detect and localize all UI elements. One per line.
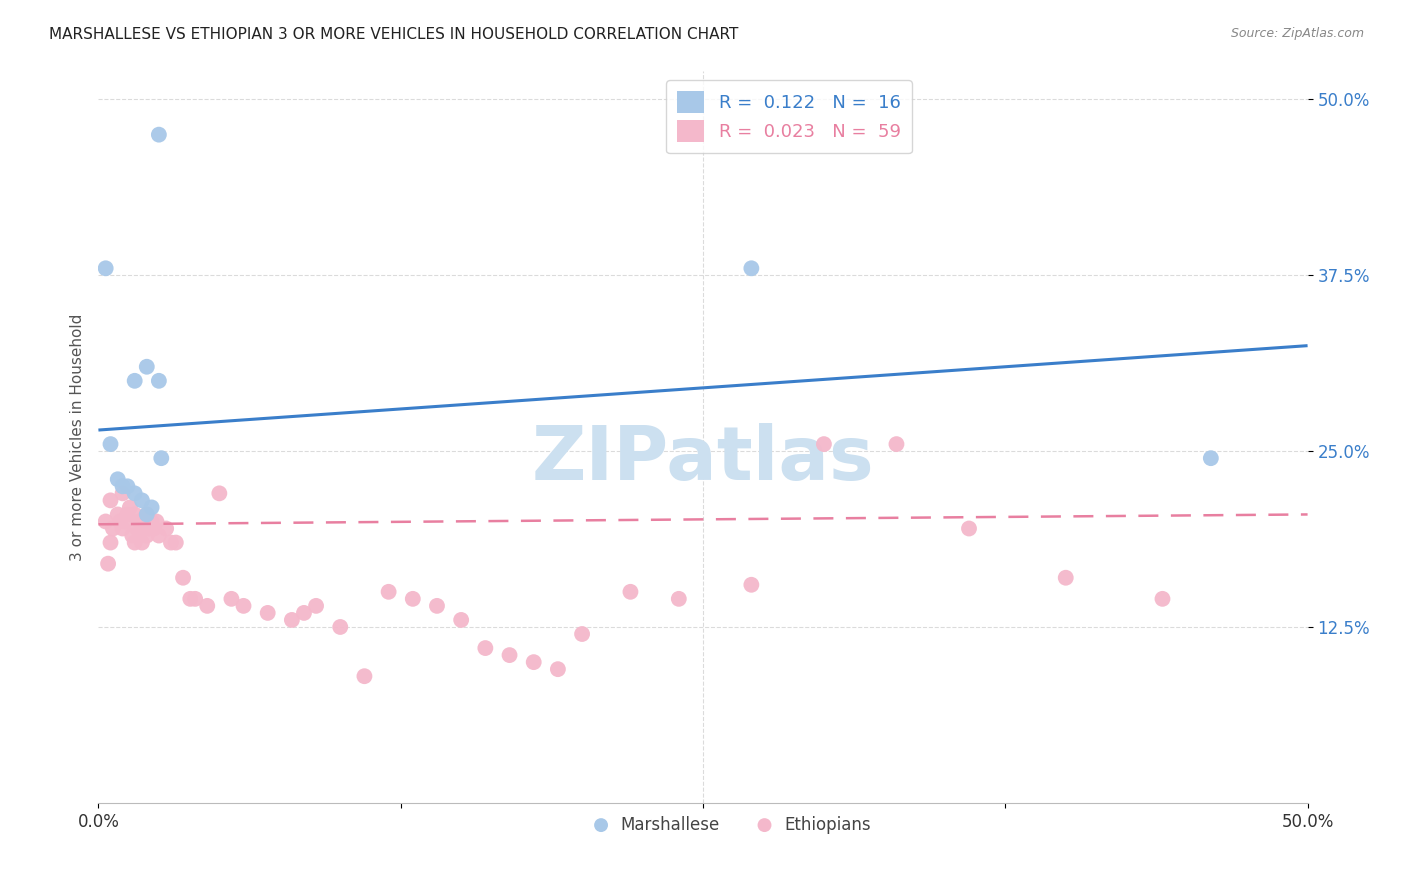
Point [547,662,569,676]
Point [100,493,122,508]
Point [131,493,153,508]
Text: Source: ZipAtlas.com: Source: ZipAtlas.com [1230,27,1364,40]
Point [1199,451,1222,466]
Point [377,584,399,599]
Point [813,437,835,451]
Point [619,584,641,599]
Point [124,508,146,522]
Point [124,374,146,388]
Point [111,479,134,493]
Point [221,591,243,606]
Point [160,535,183,549]
Point [256,606,278,620]
Point [474,641,496,656]
Point [131,535,153,549]
Point [886,437,908,451]
Point [754,818,776,832]
Point [101,521,124,535]
Point [135,508,157,522]
Point [94,261,117,276]
Point [668,591,690,606]
Text: Ethiopians: Ethiopians [785,816,870,834]
Point [329,620,352,634]
Legend: R =  0.122   N =  16, R =  0.023   N =  59: R = 0.122 N = 16, R = 0.023 N = 59 [666,80,911,153]
Point [118,500,141,515]
Point [138,521,160,535]
Point [292,606,315,620]
Point [135,508,157,522]
Point [111,486,134,500]
Point [124,535,146,549]
Point [148,128,170,142]
Point [1152,591,1174,606]
Point [148,528,170,542]
Point [100,535,122,549]
Point [150,451,173,466]
Point [571,627,593,641]
Point [141,500,163,515]
Point [353,669,375,683]
Point [281,613,304,627]
Point [179,591,201,606]
Point [498,648,520,662]
Point [155,521,177,535]
Point [145,515,167,529]
Point [740,261,762,276]
Y-axis label: 3 or more Vehicles in Household: 3 or more Vehicles in Household [69,313,84,561]
Point [184,591,207,606]
Point [111,521,134,535]
Point [740,578,762,592]
Point [124,486,146,500]
Point [107,472,129,486]
Point [450,613,472,627]
Point [134,521,156,535]
Point [97,557,120,571]
Point [94,515,117,529]
Point [172,571,194,585]
Text: ZIPatlas: ZIPatlas [531,423,875,496]
Point [117,508,139,522]
Point [127,521,149,535]
Point [117,479,139,493]
Point [523,655,546,669]
Point [135,359,157,374]
Point [121,528,143,542]
Point [135,528,157,542]
Point [148,374,170,388]
Point [232,599,254,613]
Point [195,599,218,613]
Point [426,599,449,613]
Point [114,515,136,529]
Point [305,599,328,613]
Point [957,521,980,535]
Point [141,515,163,529]
Point [143,521,166,535]
Point [402,591,425,606]
Point [1054,571,1077,585]
Point [591,818,613,832]
Point [107,508,129,522]
Point [108,515,131,529]
Text: MARSHALLESE VS ETHIOPIAN 3 OR MORE VEHICLES IN HOUSEHOLD CORRELATION CHART: MARSHALLESE VS ETHIOPIAN 3 OR MORE VEHIC… [49,27,738,42]
Point [128,515,150,529]
Point [100,437,122,451]
Point [165,535,187,549]
Point [208,486,231,500]
Text: Marshallese: Marshallese [621,816,720,834]
